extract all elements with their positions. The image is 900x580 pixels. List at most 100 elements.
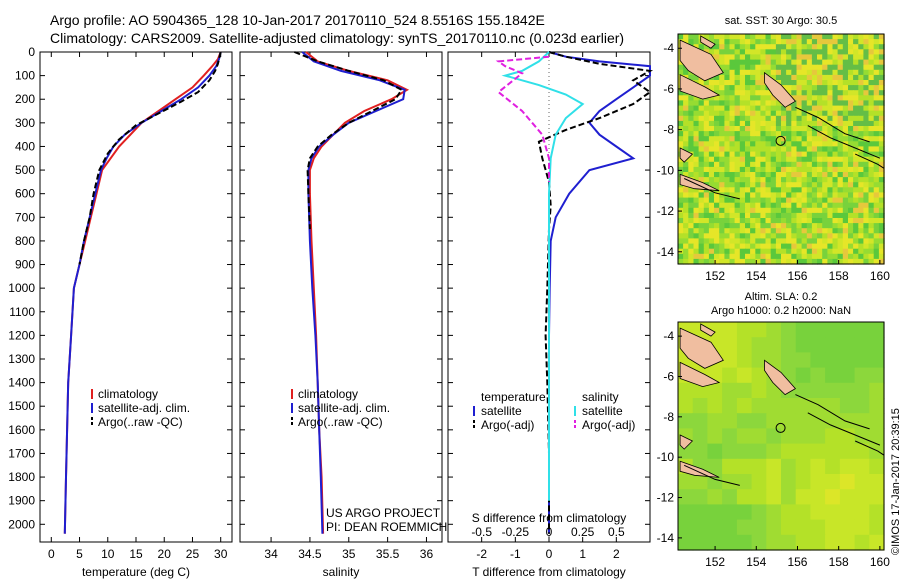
map-cell <box>822 95 828 101</box>
map-cell <box>817 120 823 127</box>
map-cell <box>827 177 834 183</box>
map-cell <box>708 253 715 260</box>
map-cell <box>848 248 854 255</box>
map-cell <box>708 110 715 117</box>
map-cell <box>854 382 870 399</box>
map-cell <box>837 105 844 112</box>
map-cell <box>678 212 684 219</box>
map-cell <box>745 253 751 260</box>
map-y-tick-label: -14 <box>657 531 675 545</box>
map-cell <box>811 161 818 168</box>
map-cell <box>806 182 813 188</box>
map-cell <box>765 54 772 61</box>
map-cell <box>817 233 823 239</box>
map-cell <box>822 34 828 40</box>
map-cell <box>745 177 751 183</box>
map-cell <box>688 141 695 147</box>
map-cell <box>693 156 700 163</box>
map-cell <box>781 207 787 214</box>
map-cell <box>745 228 751 234</box>
map-cell <box>719 146 725 153</box>
map-cell <box>868 80 875 86</box>
map-cell <box>760 182 767 188</box>
map-cell <box>693 258 700 265</box>
map-cell <box>775 228 782 234</box>
map-cell <box>770 39 777 45</box>
map-cell <box>873 110 880 117</box>
map-cell <box>848 34 854 40</box>
map-cell <box>878 44 885 50</box>
map-cell <box>832 131 839 137</box>
map-cell <box>837 126 844 132</box>
coastline <box>807 125 881 159</box>
map-cell <box>678 519 694 536</box>
map-cell <box>806 207 813 214</box>
map-cell <box>853 136 859 142</box>
map-cell <box>827 126 834 132</box>
map-cell <box>786 207 792 214</box>
map-cell <box>791 223 798 229</box>
map-cell <box>853 126 859 132</box>
map-cell <box>853 212 859 219</box>
map-cell <box>760 69 767 76</box>
map-cell <box>801 161 808 168</box>
map-cell <box>873 131 880 137</box>
map-cell <box>707 519 723 536</box>
map-cell <box>722 504 738 521</box>
map-cell <box>698 172 705 178</box>
map-cell <box>822 39 828 45</box>
map-cell <box>863 90 870 96</box>
map-cell <box>825 322 841 338</box>
map-cell <box>853 54 859 61</box>
map-cell <box>729 64 736 71</box>
figure-title-line1: Argo profile: AO 5904365_128 10-Jan-2017… <box>50 12 545 28</box>
map-cell <box>868 54 875 61</box>
map-cell <box>719 228 725 234</box>
map-cell <box>791 74 798 81</box>
map-cell <box>842 100 849 107</box>
map-cell <box>791 156 798 163</box>
map-cell <box>739 207 746 214</box>
map-cell <box>688 131 695 137</box>
map-cell <box>848 115 854 122</box>
map-cell <box>760 110 767 117</box>
map-cell <box>678 156 684 163</box>
map-cell <box>868 141 875 147</box>
map-cell <box>837 172 844 178</box>
map-cell <box>848 258 854 265</box>
map-cell <box>786 136 792 142</box>
map-cell <box>751 489 767 505</box>
map-cell <box>683 243 689 250</box>
map-cell <box>755 192 762 199</box>
map-cell <box>683 126 689 132</box>
map-cell <box>811 54 818 61</box>
map-cell <box>842 136 849 142</box>
map-cell <box>878 146 885 153</box>
map-cell <box>786 131 792 137</box>
map-cell <box>842 233 849 239</box>
map-cell <box>765 136 772 142</box>
map-cell <box>760 126 767 132</box>
map-cell <box>722 489 738 505</box>
map-cell <box>868 120 875 127</box>
map-cell <box>839 474 856 490</box>
map-cell <box>734 238 741 245</box>
map-cell <box>745 126 751 132</box>
map-cell <box>786 80 792 86</box>
map-cell <box>786 151 792 158</box>
map-cell <box>848 69 854 76</box>
map-cell <box>858 110 865 117</box>
map-cell <box>878 105 885 112</box>
map-cell <box>848 212 854 219</box>
map-cell <box>760 202 767 209</box>
map-cell <box>745 120 751 127</box>
map-cell <box>869 367 885 384</box>
map-cell <box>775 49 782 55</box>
map-cell <box>868 105 875 112</box>
x-axis-label: salinity <box>323 565 360 579</box>
map-cell <box>775 172 782 178</box>
map-cell <box>868 131 875 137</box>
map-cell <box>745 85 751 91</box>
map-cell <box>832 95 839 101</box>
